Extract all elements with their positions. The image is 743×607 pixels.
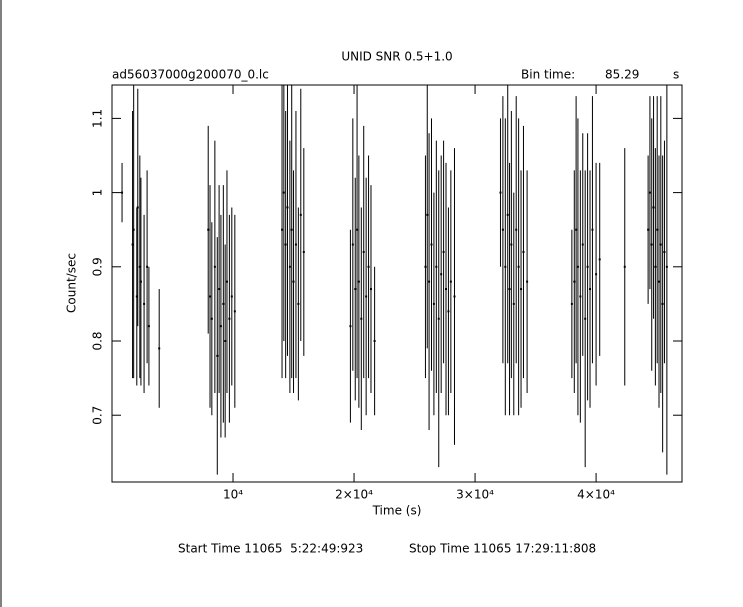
y-tick-label: 0.8 — [91, 331, 105, 350]
plot-frame — [111, 84, 683, 483]
bin-label: Bin time: — [521, 68, 575, 82]
chart-title: UNID SNR 0.5+1.0 — [341, 50, 452, 64]
file-name: ad56037000g200070_0.lc — [112, 68, 269, 82]
bin-value: 85.29 — [605, 68, 639, 82]
plot-area — [121, 85, 668, 475]
x-tick-label: 3×10⁴ — [456, 488, 494, 502]
x-axis-label: Time (s) — [372, 504, 422, 518]
x-tick-label: 4×10⁴ — [577, 488, 615, 502]
x-tick-label: 2×10⁴ — [335, 488, 373, 502]
stop-time: Stop Time 11065 17:29:11:808 — [409, 542, 596, 556]
y-tick-label: 1 — [91, 189, 105, 197]
y-tick-label: 0.9 — [91, 257, 105, 276]
y-tick-label: 0.7 — [91, 406, 105, 425]
y-axis-label: Count/sec — [65, 253, 79, 313]
start-time: Start Time 11065 5:22:49:923 — [178, 542, 363, 556]
bin-unit: s — [673, 68, 679, 82]
x-tick-label: 10⁴ — [223, 488, 243, 502]
y-tick-label: 1.1 — [91, 109, 105, 128]
